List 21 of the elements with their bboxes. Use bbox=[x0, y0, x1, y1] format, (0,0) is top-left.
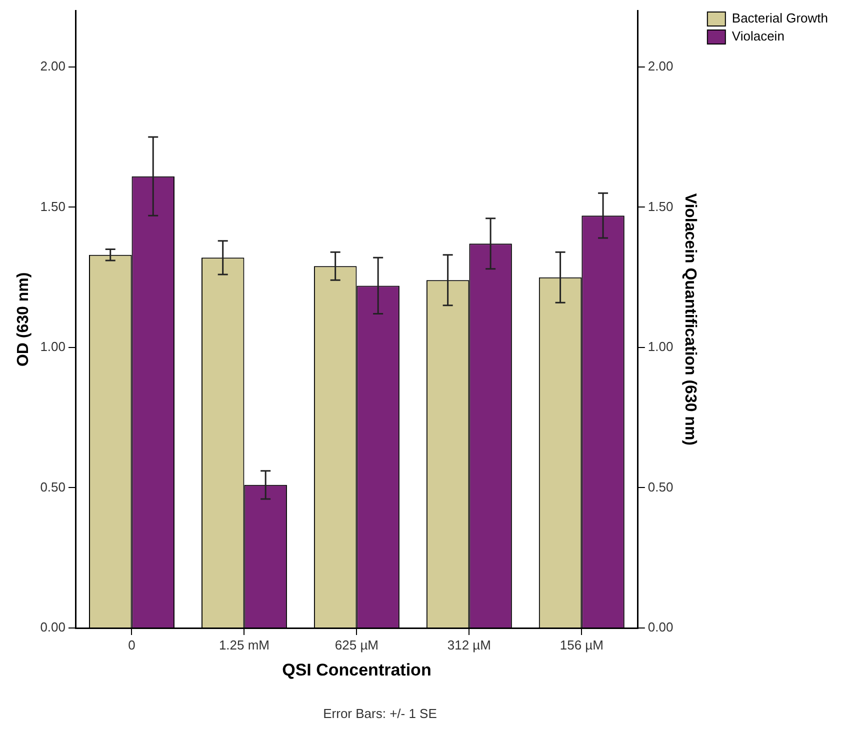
legend-label: Violacein bbox=[732, 28, 784, 44]
y2-tick-label: 0.00 bbox=[648, 620, 674, 635]
x-tick-label: 312 µM bbox=[447, 637, 491, 652]
legend-label: Bacterial Growth bbox=[732, 10, 828, 26]
text: Error Bars: +/- 1 SE bbox=[323, 706, 438, 721]
y-tick-label: 0.00 bbox=[40, 620, 66, 635]
y-axis-title: OD (630 nm) bbox=[15, 272, 32, 367]
y2-axis-title: Violacein Quantification (630 nm) bbox=[681, 193, 698, 446]
x-tick-label: 1.25 mM bbox=[218, 637, 270, 652]
y2-tick-label: 2.00 bbox=[648, 58, 674, 74]
x-tick-label: 0 bbox=[128, 637, 136, 652]
y2-tick-label: 1.00 bbox=[648, 339, 674, 354]
y-tick-label: 1.00 bbox=[40, 339, 66, 354]
x-tick-label: 156 µM bbox=[560, 637, 604, 652]
x-axis-title: QSI Concentration bbox=[282, 660, 432, 680]
x-tick-label: 625 µM bbox=[334, 637, 379, 652]
y-tick-label: 0.50 bbox=[40, 479, 66, 494]
y-tick-label: 1.50 bbox=[40, 198, 66, 214]
y-tick-label: 2.00 bbox=[40, 58, 66, 74]
y2-tick-label: 1.50 bbox=[648, 198, 674, 214]
y2-tick-label: 0.50 bbox=[648, 479, 674, 494]
